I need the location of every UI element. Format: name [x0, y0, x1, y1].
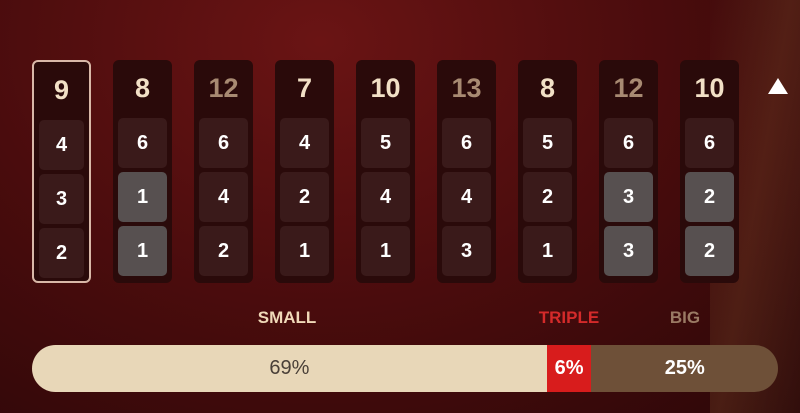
die-value: 5 [361, 118, 410, 168]
die-value: 6 [685, 118, 734, 168]
big-percentage: 25% [591, 345, 778, 392]
die-value: 6 [604, 118, 653, 168]
result-total: 7 [296, 72, 313, 103]
die-value: 2 [685, 172, 734, 222]
die-value: 2 [523, 172, 572, 222]
die-value: 2 [39, 228, 84, 278]
die-value: 1 [118, 226, 167, 276]
triple-percentage: 6% [546, 345, 592, 392]
die-value: 4 [199, 172, 248, 222]
result-total: 10 [370, 72, 401, 103]
triangle-up-icon[interactable] [768, 78, 788, 94]
label-small: SMALL [257, 308, 317, 327]
result-total: 8 [539, 72, 556, 103]
die-value: 3 [442, 226, 491, 276]
label-big: BIG [669, 308, 701, 327]
die-value: 2 [685, 226, 734, 276]
die-value: 1 [361, 226, 410, 276]
result-total: 10 [694, 72, 725, 103]
result-total: 12 [613, 72, 644, 103]
die-value: 4 [442, 172, 491, 222]
die-value: 4 [280, 118, 329, 168]
statistics-bar: 69% 6% 25% [32, 345, 778, 392]
die-value: 5 [523, 118, 572, 168]
die-value: 4 [361, 172, 410, 222]
die-value: 1 [280, 226, 329, 276]
result-column: 12 6 4 2 [194, 60, 253, 283]
die-value: 1 [523, 226, 572, 276]
die-value: 1 [118, 172, 167, 222]
die-value: 3 [604, 172, 653, 222]
result-total: 13 [451, 72, 482, 103]
die-value: 6 [442, 118, 491, 168]
small-percentage: 69% [32, 345, 547, 392]
die-value: 2 [280, 172, 329, 222]
result-column: 10 6 2 2 [680, 60, 739, 283]
result-total: 9 [53, 74, 70, 105]
die-value: 6 [199, 118, 248, 168]
die-value: 4 [39, 120, 84, 170]
die-value: 3 [604, 226, 653, 276]
label-triple: TRIPLE [538, 308, 600, 327]
result-column: 10 5 4 1 [356, 60, 415, 283]
result-total: 12 [208, 72, 239, 103]
result-column: 12 6 3 3 [599, 60, 658, 283]
die-value: 3 [39, 174, 84, 224]
die-value: 6 [118, 118, 167, 168]
result-total: 8 [134, 72, 151, 103]
result-column: 13 6 4 3 [437, 60, 496, 283]
die-value: 2 [199, 226, 248, 276]
